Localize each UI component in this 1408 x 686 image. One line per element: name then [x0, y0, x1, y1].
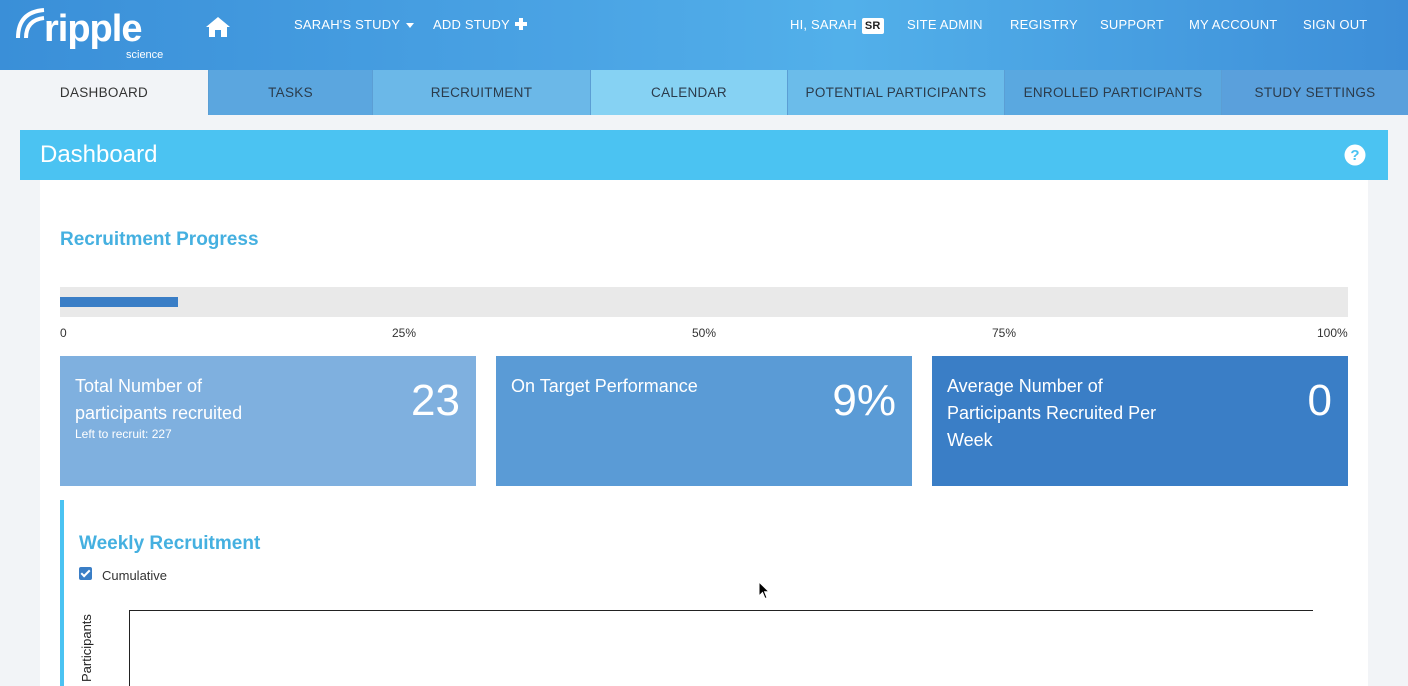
tab-dashboard[interactable]: DASHBOARD [0, 70, 209, 115]
chart-y-axis-label: Participants [79, 614, 94, 682]
recruitment-progress-title: Recruitment Progress [60, 229, 259, 250]
weekly-recruitment-title: Weekly Recruitment [79, 533, 261, 554]
add-study-label: ADD STUDY [433, 17, 510, 32]
progress-tick-50: 50% [692, 326, 717, 340]
page-title: Dashboard [40, 141, 158, 168]
my-account-link[interactable]: MY ACCOUNT [1189, 17, 1278, 32]
user-initials-badge: SR [861, 18, 884, 34]
cumulative-label: Cumulative [102, 568, 168, 583]
stat-value: 23 [411, 376, 460, 425]
stat-label: On Target Performance [511, 376, 698, 396]
study-selector-dropdown[interactable]: SARAH'S STUDY [294, 17, 415, 32]
progress-tick-25: 25% [392, 326, 417, 340]
add-study-link[interactable]: ADD STUDY [433, 17, 527, 32]
logo-text: ripple [44, 8, 142, 50]
stat-sublabel: Left to recruit: 227 [75, 427, 172, 441]
study-selector-label: SARAH'S STUDY [294, 17, 401, 32]
site-admin-link[interactable]: SITE ADMIN [907, 17, 983, 32]
caret-down-icon [406, 23, 415, 29]
recruitment-progress-bar [60, 287, 1348, 317]
tab-potential-participants[interactable]: POTENTIAL PARTICIPANTS [788, 70, 1005, 115]
logo-subtext: science [126, 49, 164, 61]
registry-link[interactable]: REGISTRY [1010, 17, 1078, 32]
logo-arcs-icon [16, 8, 45, 39]
stat-value: 0 [1307, 376, 1332, 425]
dashboard-panel-header: Dashboard ? [20, 130, 1388, 180]
greeting-text: HI, SARAH [790, 17, 857, 32]
support-link[interactable]: SUPPORT [1100, 17, 1165, 32]
sign-out-link[interactable]: SIGN OUT [1303, 17, 1368, 32]
ripple-logo[interactable]: ripple science [14, 4, 164, 64]
tab-recruitment[interactable]: RECRUITMENT [373, 70, 591, 115]
tab-tasks[interactable]: TASKS [209, 70, 373, 115]
stat-label: Total Number of participants recruited [75, 376, 243, 423]
progress-tick-75: 75% [992, 326, 1017, 340]
weekly-section-accent [60, 500, 64, 686]
tab-study-settings[interactable]: STUDY SETTINGS [1222, 70, 1408, 115]
plus-icon [514, 18, 527, 30]
svg-text:?: ? [1350, 147, 1359, 164]
tab-enrolled-participants[interactable]: ENROLLED PARTICIPANTS [1005, 70, 1222, 115]
mouse-cursor-icon [758, 581, 771, 600]
stat-card-average-per-week: Average Number of Participants Recruited… [932, 356, 1348, 486]
weekly-recruitment-chart [129, 610, 1313, 686]
stat-label: Average Number of Participants Recruited… [947, 376, 1157, 450]
progress-tick-100: 100% [1317, 326, 1348, 340]
stat-card-total-recruited: Total Number of participants recruited L… [60, 356, 476, 486]
help-icon[interactable]: ? [1344, 144, 1366, 166]
cumulative-checkbox[interactable] [79, 567, 92, 580]
home-icon[interactable] [205, 15, 231, 39]
stat-value: 9% [832, 376, 896, 425]
user-greeting[interactable]: HI, SARAH SR [790, 17, 884, 34]
tab-calendar[interactable]: CALENDAR [591, 70, 788, 115]
main-tabs: DASHBOARD TASKS RECRUITMENT CALENDAR POT… [0, 70, 1408, 115]
stat-card-on-target-performance: On Target Performance 9% [496, 356, 912, 486]
progress-fill [60, 297, 179, 307]
progress-tick-0: 0 [60, 326, 67, 340]
top-navigation-bar: ripple science SARAH'S STUDY ADD STUDY H… [0, 0, 1408, 70]
